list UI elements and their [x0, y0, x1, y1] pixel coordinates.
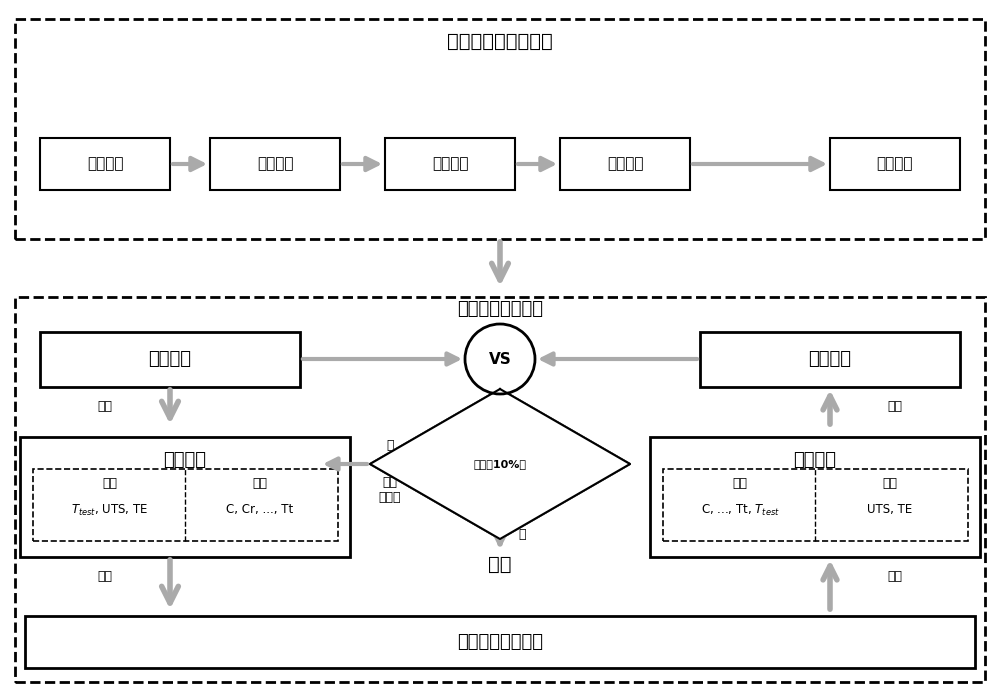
- Text: 否: 否: [386, 439, 394, 452]
- Text: 模型构建: 模型构建: [607, 157, 643, 171]
- Text: C, ..., Tt, $T_{test}$: C, ..., Tt, $T_{test}$: [701, 502, 779, 518]
- Text: 正向模型: 正向模型: [794, 451, 836, 469]
- Text: UTS, TE: UTS, TE: [867, 504, 913, 516]
- Text: 数据处理: 数据处理: [257, 157, 293, 171]
- Circle shape: [465, 324, 535, 394]
- FancyBboxPatch shape: [560, 138, 690, 190]
- FancyBboxPatch shape: [20, 437, 350, 557]
- Text: 输入: 输入: [98, 400, 113, 414]
- Text: 输入: 输入: [888, 570, 902, 582]
- Text: 预测性能: 预测性能: [809, 350, 852, 368]
- FancyBboxPatch shape: [25, 616, 975, 668]
- FancyBboxPatch shape: [830, 138, 960, 190]
- Text: 原始数据: 原始数据: [87, 157, 123, 171]
- Text: 输出: 输出: [888, 400, 902, 414]
- Text: 标签: 标签: [883, 477, 898, 490]
- Text: 标签: 标签: [253, 477, 268, 490]
- FancyBboxPatch shape: [15, 19, 985, 239]
- FancyBboxPatch shape: [385, 138, 515, 190]
- Text: 构建智能筛选模型: 构建智能筛选模型: [457, 300, 543, 318]
- Text: 特征: 特征: [732, 477, 748, 490]
- Text: 模型训练: 模型训练: [432, 157, 468, 171]
- Text: 输出: 输出: [98, 570, 113, 582]
- Text: 目标性能: 目标性能: [149, 350, 192, 368]
- Text: 模型测试: 模型测试: [877, 157, 913, 171]
- Text: 特征: 特征: [103, 477, 118, 490]
- Polygon shape: [370, 389, 630, 539]
- Text: 成分和热处理参数: 成分和热处理参数: [457, 633, 543, 651]
- FancyBboxPatch shape: [40, 138, 170, 190]
- FancyBboxPatch shape: [650, 437, 980, 557]
- FancyBboxPatch shape: [33, 469, 338, 541]
- Text: 调整
输入值: 调整 输入值: [379, 476, 401, 504]
- FancyBboxPatch shape: [700, 332, 960, 387]
- FancyBboxPatch shape: [40, 332, 300, 387]
- Text: $T_{test}$, UTS, TE: $T_{test}$, UTS, TE: [71, 502, 149, 518]
- FancyBboxPatch shape: [15, 297, 985, 682]
- Text: VS: VS: [489, 351, 511, 366]
- FancyBboxPatch shape: [210, 138, 340, 190]
- Text: 偏差＜10%？: 偏差＜10%？: [474, 459, 526, 469]
- Text: C, Cr, ..., Tt: C, Cr, ..., Tt: [226, 504, 294, 516]
- Text: 成功: 成功: [488, 555, 512, 573]
- Text: 逆向模型: 逆向模型: [164, 451, 207, 469]
- FancyBboxPatch shape: [662, 469, 968, 541]
- Text: 是: 是: [518, 527, 526, 541]
- Text: 构建正向和逆向模型: 构建正向和逆向模型: [447, 32, 553, 51]
